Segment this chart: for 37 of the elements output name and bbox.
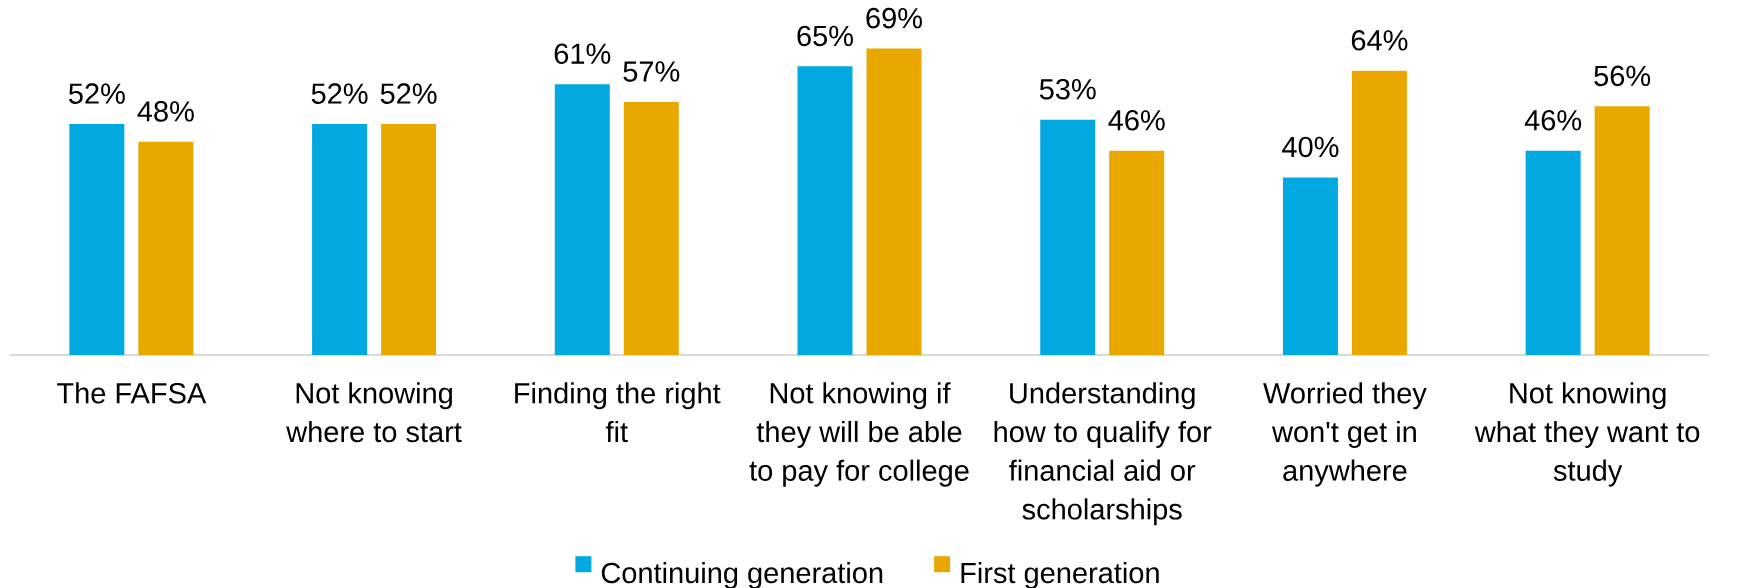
bar — [381, 124, 437, 355]
bar — [797, 66, 853, 355]
x-tick-label: Not knowing where to start — [286, 382, 462, 443]
data-label: 52% — [380, 83, 437, 104]
data-label: 53% — [1039, 78, 1096, 100]
bar — [69, 124, 125, 355]
x-tick-label: Finding the right fit — [515, 382, 721, 443]
data-label: 56% — [1594, 65, 1651, 87]
data-label: 65% — [797, 25, 853, 47]
bar — [554, 84, 610, 355]
data-label: 64% — [1351, 30, 1408, 51]
bar — [1351, 70, 1407, 355]
legend-label: First generation — [961, 561, 1159, 588]
data-label: 61% — [554, 43, 611, 64]
data-label: 46% — [1108, 110, 1165, 131]
data-label: 69% — [866, 7, 922, 29]
data-label: 52% — [311, 83, 368, 104]
bar — [1282, 177, 1338, 355]
data-label: 46% — [1524, 110, 1582, 131]
bar — [1109, 150, 1165, 355]
x-tick-label: Not knowing if they will be able to pay for college — [749, 382, 969, 487]
x-tick-label: Understanding how to qualify for financial aid or scholarships — [994, 382, 1212, 526]
data-label: 52% — [68, 83, 125, 104]
bar — [1594, 106, 1650, 355]
data-label: 40% — [1282, 136, 1339, 158]
x-tick-label: Worried they won't get in anywhere — [1263, 382, 1427, 487]
x-tick-label: The FAFSA — [57, 382, 207, 404]
data-label: 48% — [137, 101, 194, 122]
bar — [623, 101, 679, 355]
legend-label: Continuing generation — [601, 561, 883, 588]
bar — [1525, 150, 1581, 355]
bar — [866, 48, 922, 355]
bar — [312, 124, 368, 355]
x-tick-label: Not knowing what they want to study — [1474, 382, 1700, 487]
data-label: 57% — [623, 61, 680, 82]
bar — [138, 141, 194, 355]
bar — [1040, 119, 1096, 355]
